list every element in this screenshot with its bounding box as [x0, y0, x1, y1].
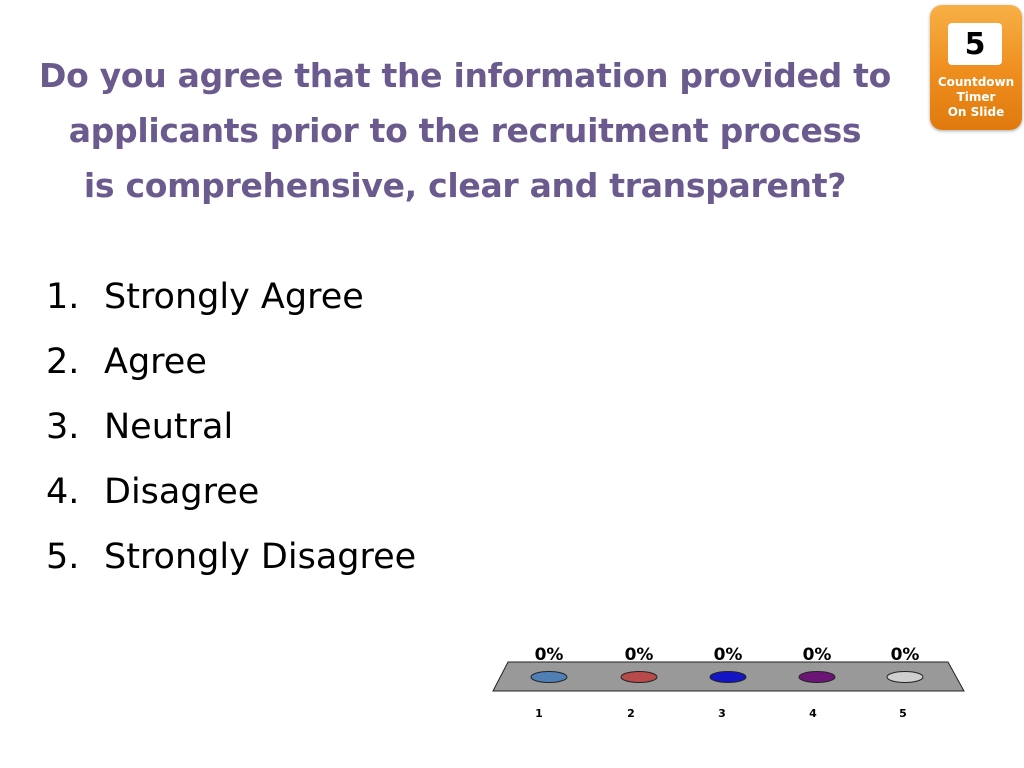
tick-label-2: 2 [627, 707, 635, 720]
question-line-3: is comprehensive, clear and transparent? [83, 166, 847, 205]
question-line-1: Do you agree that the information provid… [38, 56, 892, 95]
option-number: 2. [46, 342, 80, 382]
answer-options: 1. Strongly Agree 2. Agree 3. Neutral 4. Dis… [46, 265, 416, 590]
option-label: Disagree [104, 472, 260, 512]
countdown-timer: 5 Countdown Timer On Slide [930, 5, 1022, 130]
bar-4 [798, 671, 836, 683]
option-label: Strongly Agree [104, 277, 364, 317]
option-label: Neutral [104, 407, 234, 447]
option-strongly-disagree: 5. Strongly Disagree [46, 525, 416, 590]
option-number: 4. [46, 472, 80, 512]
question-line-2: applicants prior to the recruitment proc… [68, 111, 862, 150]
bar-5 [886, 671, 924, 683]
countdown-caption-line-2: Timer [956, 90, 996, 104]
bar-1 [530, 671, 568, 683]
tick-label-5: 5 [899, 707, 907, 720]
option-agree: 2. Agree [46, 330, 416, 395]
option-neutral: 3. Neutral [46, 395, 416, 460]
countdown-value: 5 [948, 23, 1002, 65]
tick-label-4: 4 [809, 707, 817, 720]
option-label: Strongly Disagree [104, 537, 417, 577]
data-label-1: 0% [535, 645, 564, 665]
data-label-5: 0% [891, 645, 920, 665]
option-label: Agree [104, 342, 207, 382]
countdown-caption-line-1: Countdown [937, 75, 1015, 89]
question-title: Do you agree that the information provid… [20, 48, 910, 213]
bar-2 [620, 671, 658, 683]
option-number: 3. [46, 407, 80, 447]
option-disagree: 4. Disagree [46, 460, 416, 525]
option-number: 5. [46, 537, 80, 577]
data-label-4: 0% [803, 645, 832, 665]
option-strongly-agree: 1. Strongly Agree [46, 265, 416, 330]
data-label-2: 0% [625, 645, 654, 665]
tick-label-3: 3 [718, 707, 726, 720]
countdown-caption: Countdown Timer On Slide [930, 75, 1022, 120]
results-chart: 0% 1 0% 2 0% 3 0% 4 0% 5 [492, 645, 965, 720]
option-number: 1. [46, 277, 80, 317]
data-label-3: 0% [714, 645, 743, 665]
tick-label-1: 1 [535, 707, 543, 720]
countdown-caption-line-3: On Slide [947, 105, 1005, 119]
bar-3 [709, 671, 747, 683]
